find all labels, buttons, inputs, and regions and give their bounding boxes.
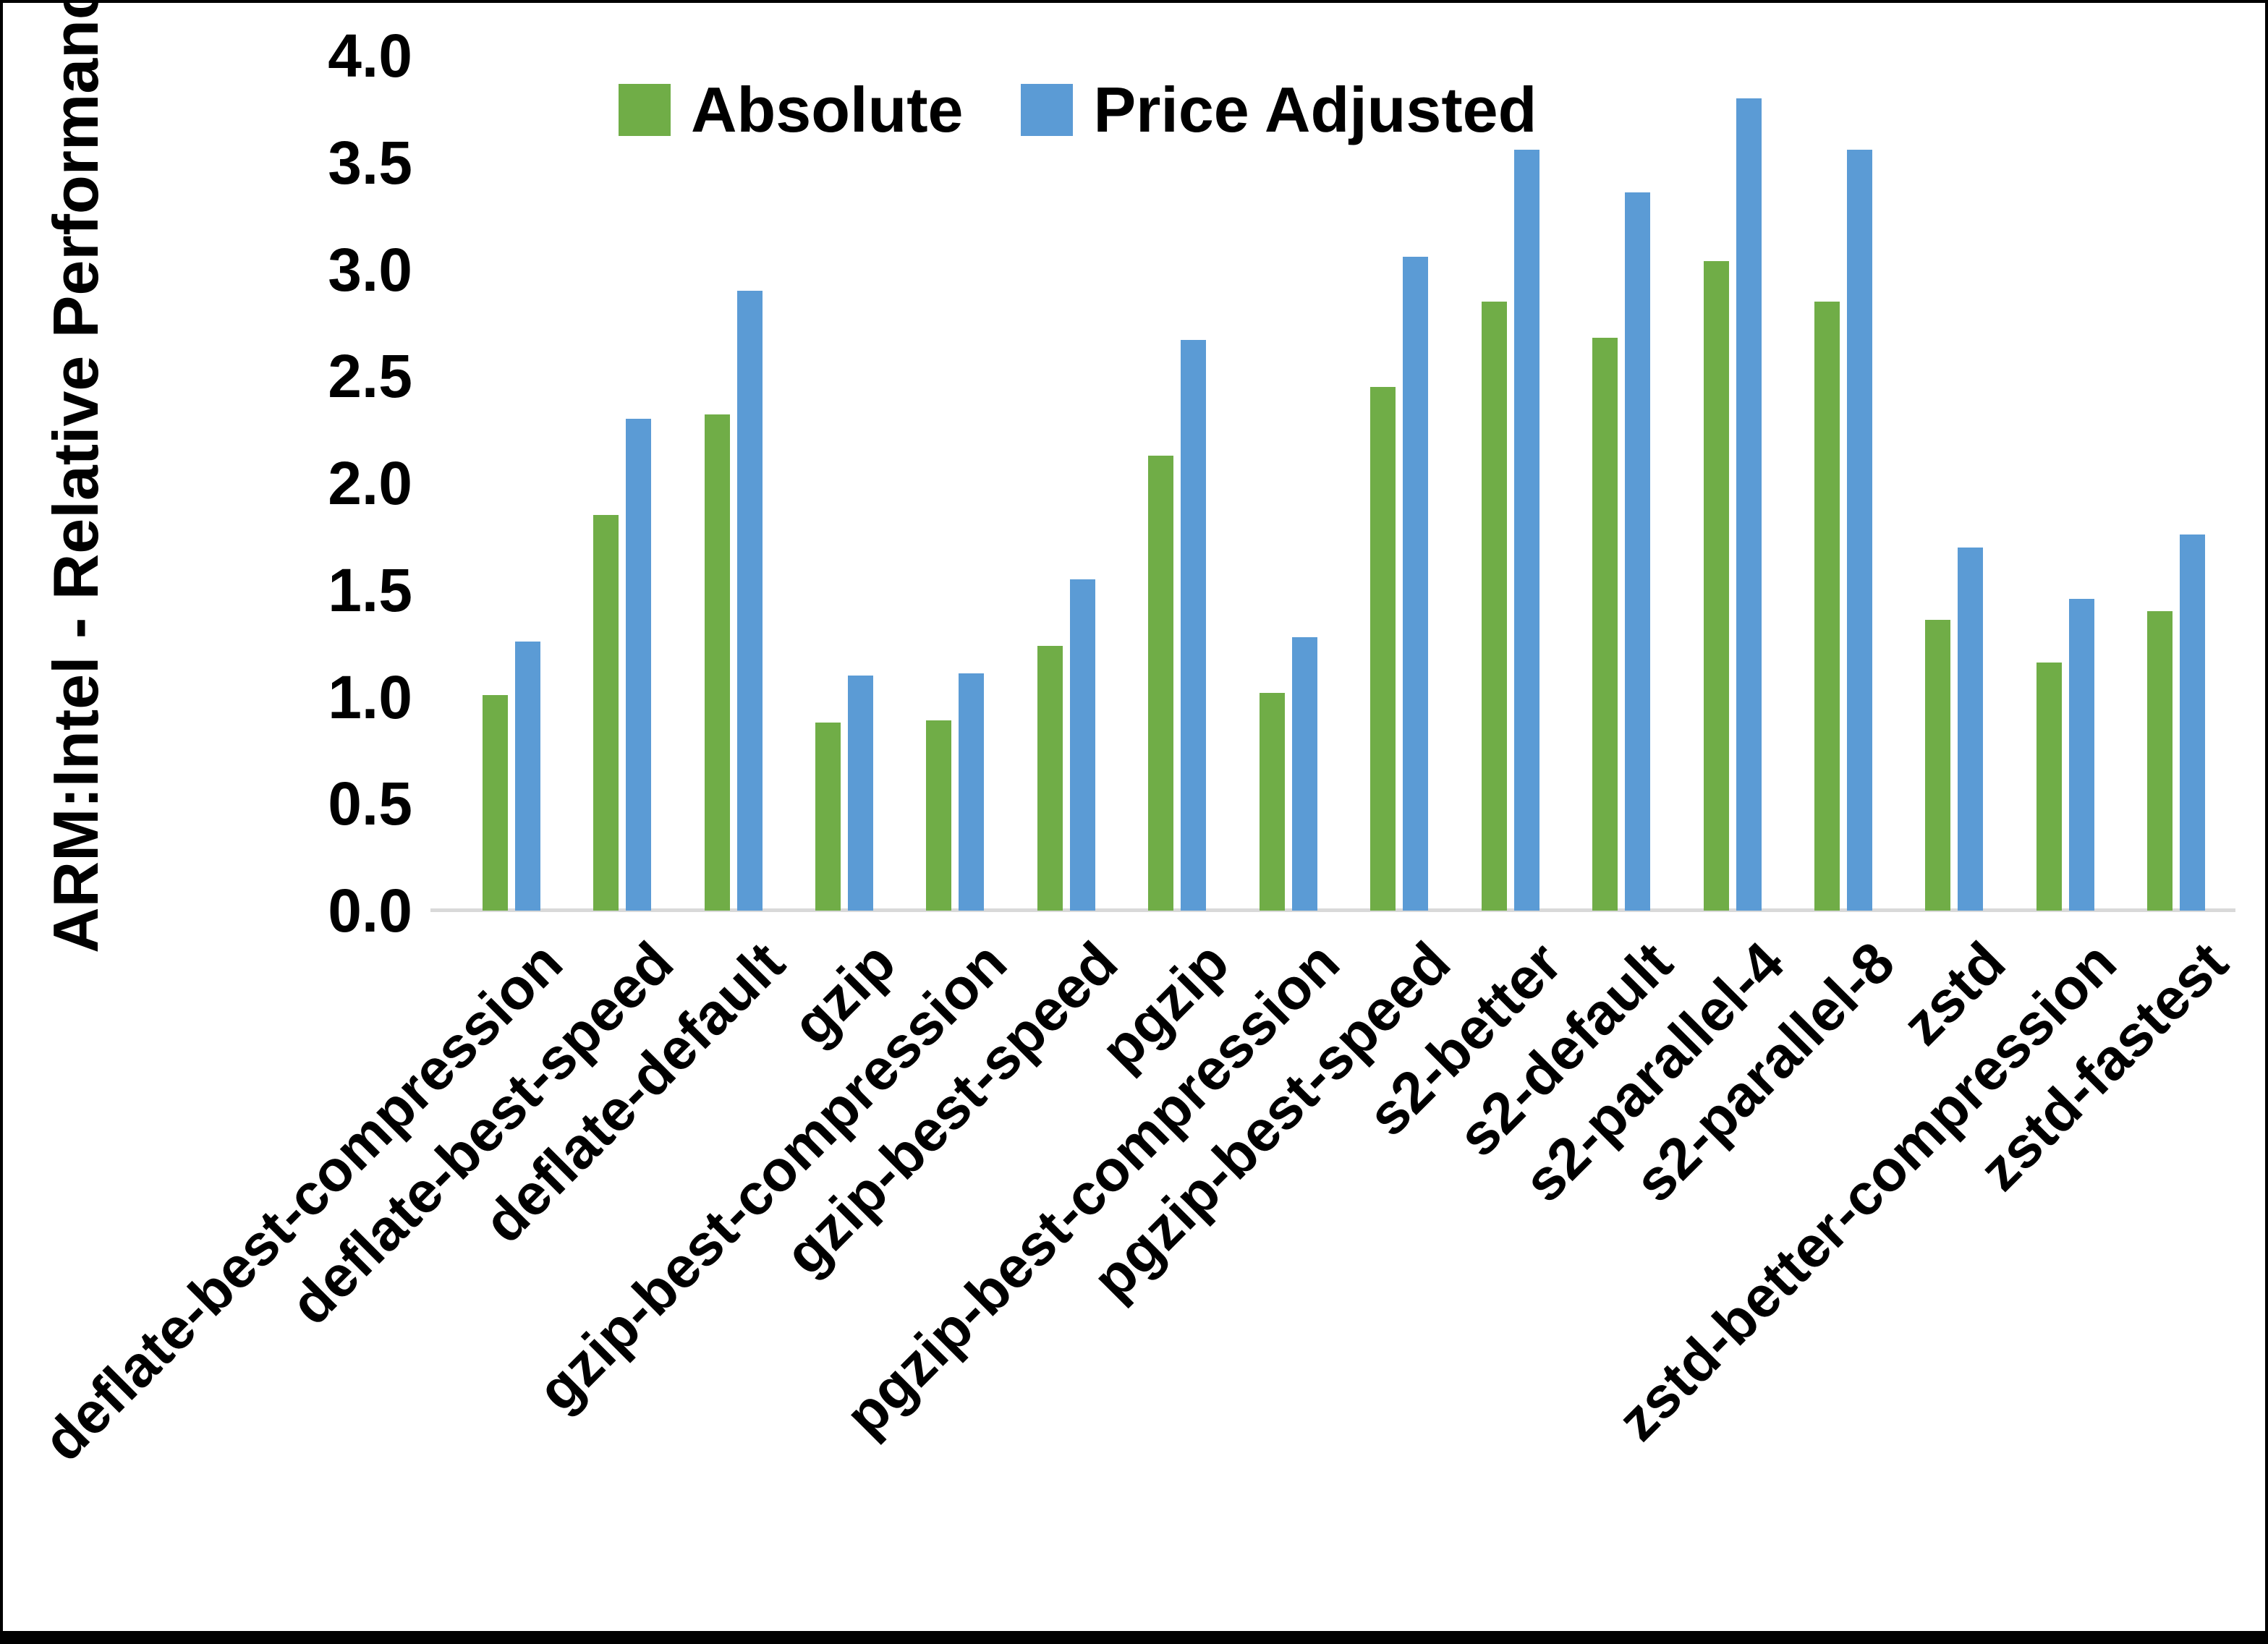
bar-absolute — [2147, 611, 2173, 911]
bar-absolute — [1592, 338, 1618, 911]
legend-label: Price Adjusted — [1093, 74, 1537, 145]
bar-group-zstd-fastest — [2121, 56, 2232, 911]
bar-group-deflate-best-compression — [456, 56, 566, 911]
y-tick-label: 2.5 — [328, 342, 412, 411]
bar-absolute — [1814, 301, 1840, 911]
bar-absolute — [815, 722, 841, 911]
bar-price-adjusted — [1958, 547, 1984, 911]
bar-absolute — [1037, 645, 1063, 911]
legend-item: Absolute — [619, 78, 963, 142]
blue-square-icon — [1021, 84, 1074, 136]
bar-absolute — [1370, 387, 1396, 911]
x-axis-line — [430, 908, 2235, 912]
legend: Absolute Price Adjusted — [619, 78, 1537, 142]
bar-group-pgzip — [1122, 56, 1233, 911]
y-axis-title: ARM:Intel - Relative Performance — [40, 0, 111, 953]
bar-absolute — [2036, 663, 2062, 911]
y-tick-label: 0.0 — [328, 877, 412, 945]
bar-price-adjusted — [1513, 150, 1539, 911]
bar-absolute — [593, 515, 619, 911]
bar-price-adjusted — [626, 419, 652, 911]
bar-price-adjusted — [1736, 98, 1762, 911]
bar-price-adjusted — [1625, 192, 1651, 911]
bar-absolute — [482, 694, 508, 911]
bar-price-adjusted — [848, 675, 874, 911]
bar-price-adjusted — [736, 291, 763, 911]
bar-absolute — [1259, 692, 1285, 911]
bar-group-s2-parallel-4 — [1677, 56, 1788, 911]
bar-price-adjusted — [1181, 340, 1207, 911]
y-tick-label: 0.5 — [328, 770, 412, 838]
bar-group-s2-parallel-8 — [1788, 56, 1898, 911]
bar-absolute — [926, 720, 952, 911]
bar-absolute — [1148, 455, 1174, 911]
bar-price-adjusted — [2180, 534, 2206, 911]
y-tick-label: 3.5 — [328, 128, 412, 197]
y-tick-label: 1.0 — [328, 663, 412, 731]
bar-price-adjusted — [1069, 579, 1095, 911]
bar-group-deflate-default — [678, 56, 789, 911]
bar-group-gzip-best-speed — [1011, 56, 1121, 911]
bar-absolute — [1925, 620, 1951, 911]
y-tick-label: 2.0 — [328, 449, 412, 517]
bar-price-adjusted — [1291, 636, 1317, 911]
bar-group-gzip-best-compression — [900, 56, 1011, 911]
y-tick-label: 1.5 — [328, 555, 412, 624]
bar-group-s2-better — [1455, 56, 1566, 911]
bar-price-adjusted — [2068, 598, 2094, 911]
bar-price-adjusted — [514, 641, 540, 911]
bar-price-adjusted — [1846, 150, 1872, 911]
bar-group-zstd-better-compression — [2010, 56, 2120, 911]
bar-price-adjusted — [959, 673, 985, 911]
green-square-icon — [619, 84, 671, 136]
legend-item: Price Adjusted — [1021, 78, 1537, 142]
bar-group-pgzip-best-compression — [1233, 56, 1343, 911]
legend-label: Absolute — [691, 74, 964, 145]
y-tick-label: 3.0 — [328, 235, 412, 304]
bar-price-adjusted — [1403, 256, 1429, 911]
bar-group-deflate-best-speed — [566, 56, 677, 911]
bar-absolute — [1703, 260, 1729, 911]
plot-area — [456, 56, 2232, 911]
bar-group-s2-default — [1566, 56, 1676, 911]
bar-group-pgzip-best-speed — [1344, 56, 1455, 911]
bar-absolute — [1481, 301, 1507, 911]
y-tick-label: 4.0 — [328, 22, 412, 90]
bar-absolute — [704, 414, 730, 911]
bar-group-gzip — [789, 56, 899, 911]
bar-group-zstd — [1899, 56, 2010, 911]
